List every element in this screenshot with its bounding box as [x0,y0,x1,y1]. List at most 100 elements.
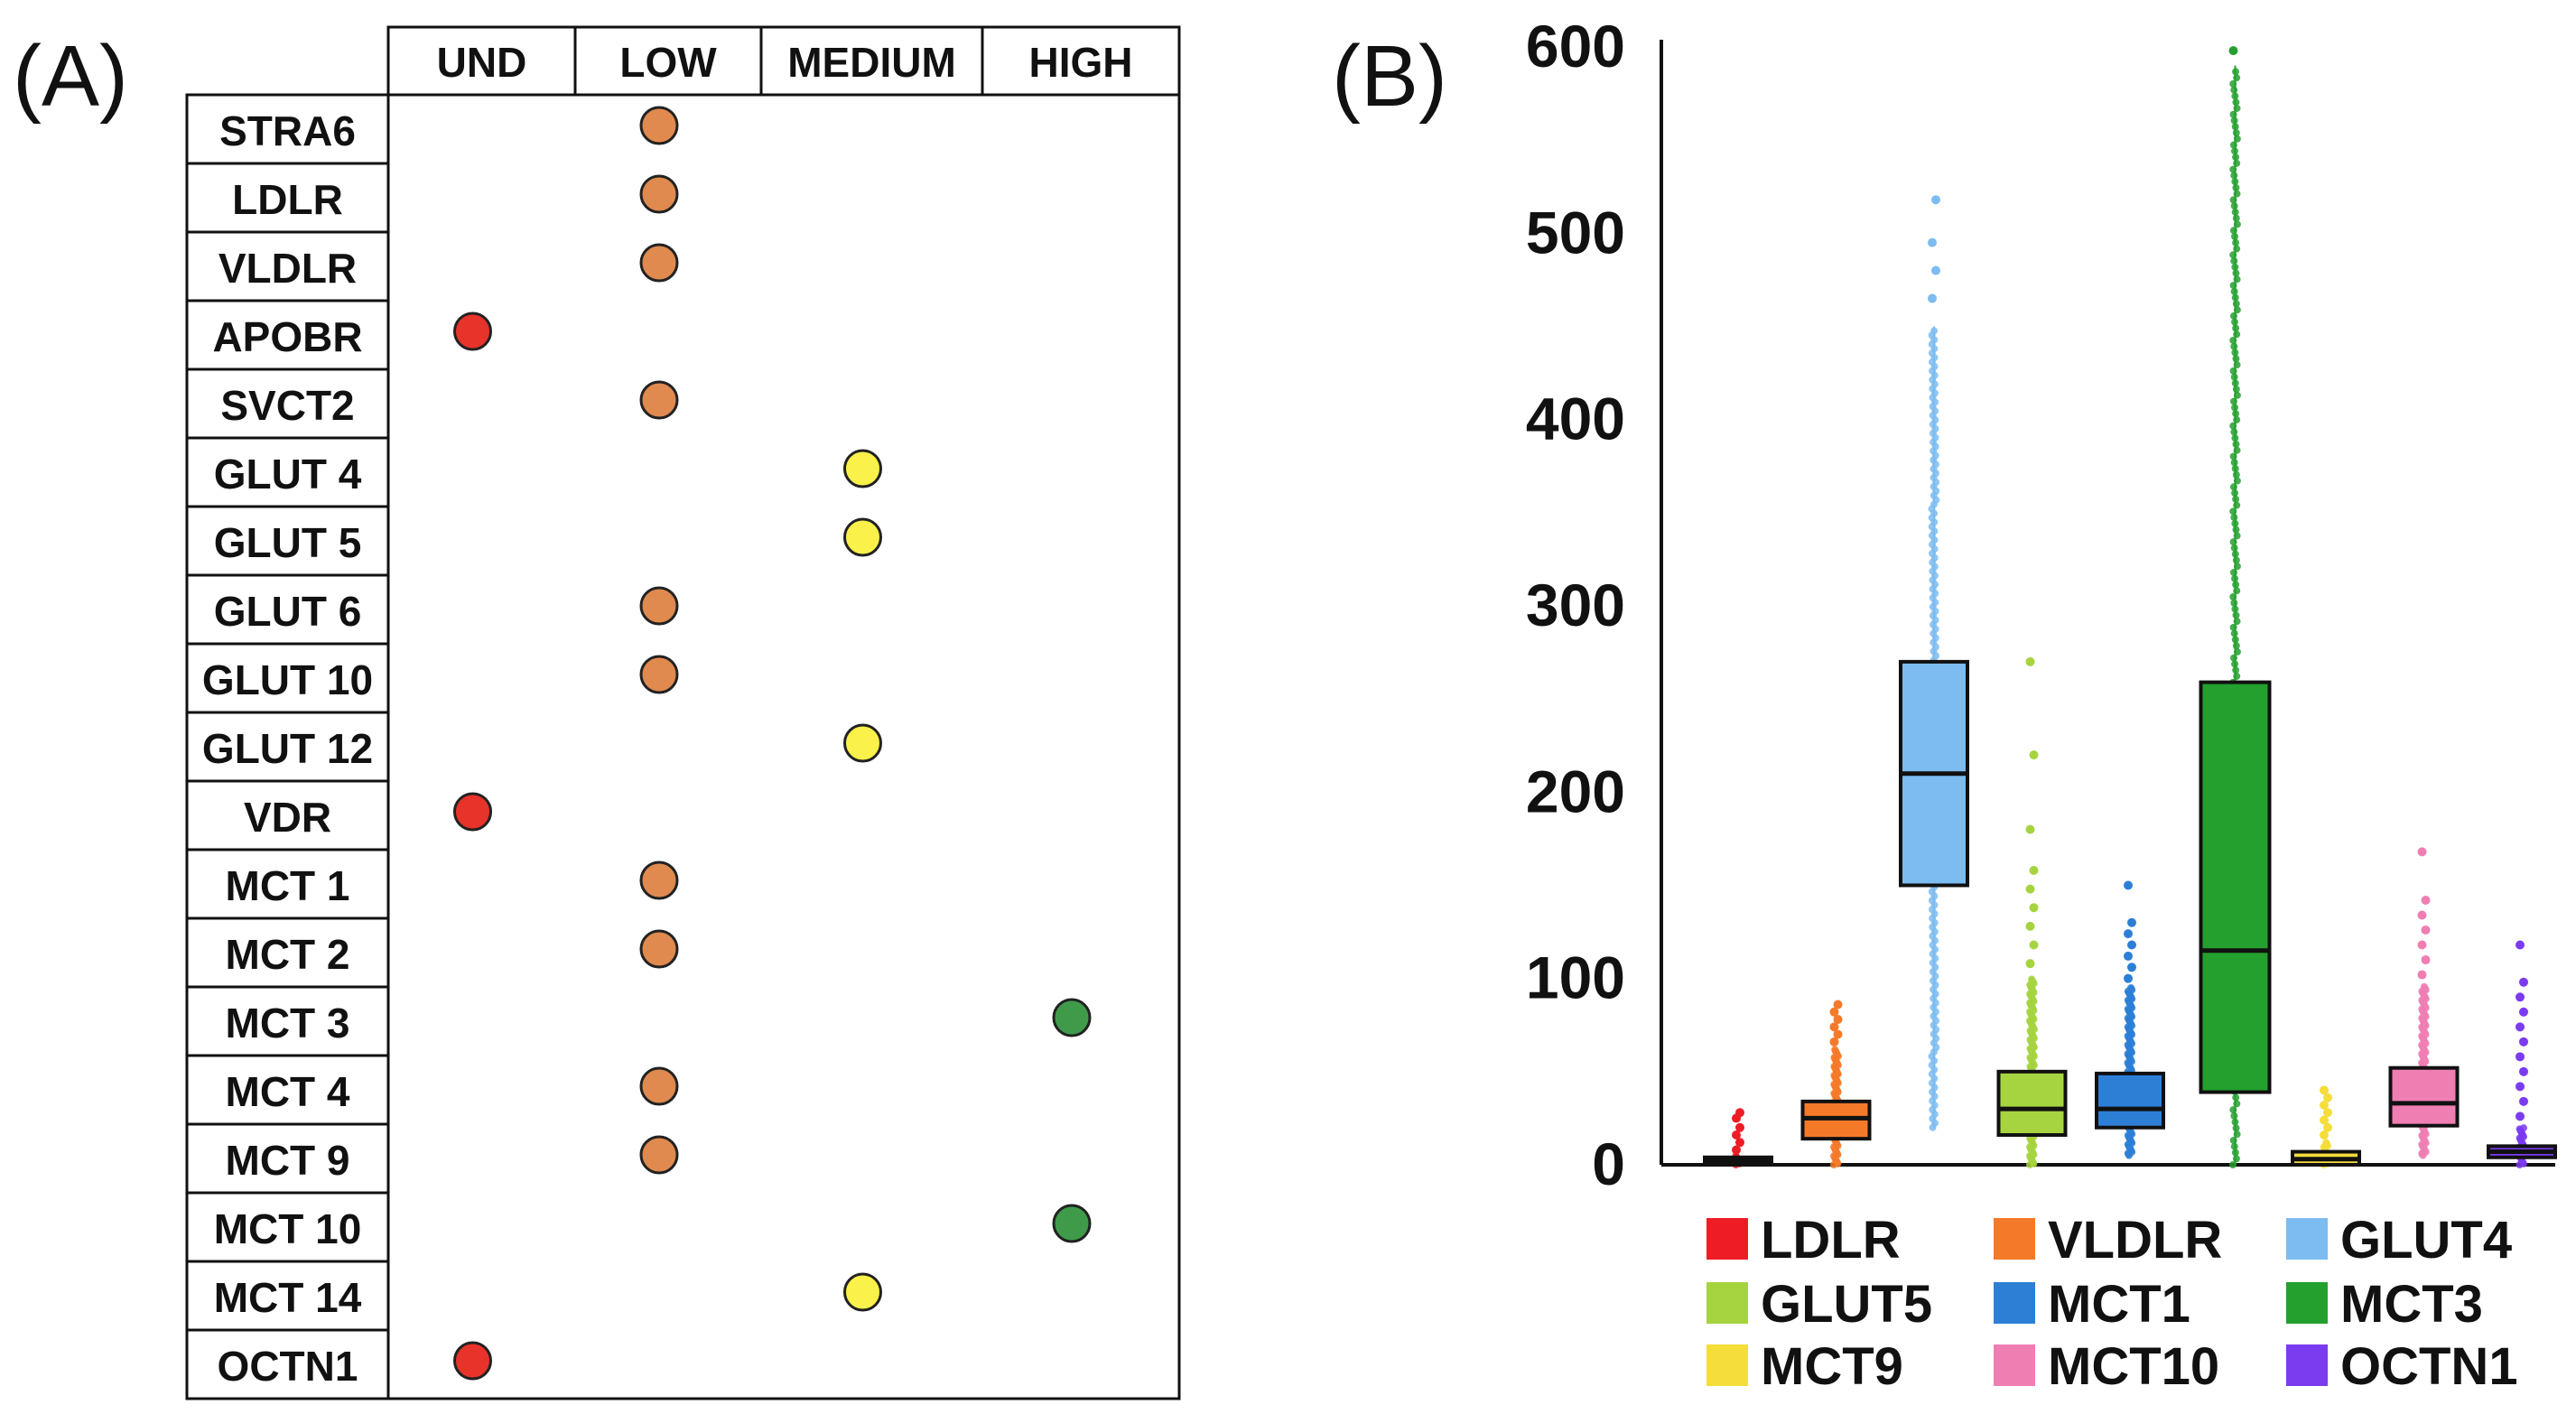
point-mct3 [2229,165,2237,173]
outlier-glut5 [2025,959,2035,969]
point-mct3 [2230,654,2238,662]
outlier-mct1 [2124,880,2133,890]
outlier-mct10 [2421,955,2431,965]
point-mct3 [2232,666,2240,674]
point-mct3 [2229,336,2237,344]
point-mct3 [2233,330,2241,339]
point-mct3 [2231,293,2239,302]
legend-swatch-mct9 [1706,1344,1748,1386]
y-tick-label-200: 200 [1526,758,1625,824]
row-label-mct-14: MCT 14 [214,1274,362,1321]
point-mct3 [2233,1130,2241,1139]
row-label-cell-mct-3 [185,985,390,1057]
outlier-mct1 [2127,940,2136,950]
point-mct3 [2233,275,2241,284]
point-mct3 [2229,452,2237,460]
point-mct3 [2229,110,2237,118]
point-mct3 [2230,116,2238,125]
point-mct3 [2231,379,2239,387]
point-mct3 [2232,526,2240,534]
legend-swatch-mct10 [1994,1344,2035,1386]
row-label-cell-apobr [185,299,390,371]
row-label-cell-mct-14 [185,1260,390,1332]
point-mct3 [2232,1124,2240,1132]
outlier-glut5 [2029,940,2039,950]
point-mct3 [2229,1161,2237,1168]
point-mct3 [2232,410,2240,418]
row-label-cell-glut-10 [185,642,390,714]
table-body-border [386,93,1181,1400]
point-mct3 [2233,477,2241,485]
point-mct3 [2231,123,2239,131]
point-mct3 [2229,623,2237,631]
point-mct3 [2229,141,2237,149]
point-mct3 [2233,104,2241,112]
point-mct3 [2229,568,2237,576]
outlier-mct10 [2421,896,2431,906]
outlier-mct1 [2124,973,2133,983]
outlier-mct1 [2124,951,2133,961]
point-mct3 [2232,642,2240,650]
outlier-vldlr [1829,1022,1839,1032]
outlier-mct1 [2127,917,2136,927]
point-mct3 [2231,1149,2239,1157]
expression-dot-vldlr [639,243,679,283]
row-label-cell-mct-10 [185,1191,390,1263]
row-label-glut-12: GLUT 12 [202,725,373,772]
point-mct3 [2232,153,2240,162]
expression-dot-glut-10 [639,655,679,694]
point-mct3 [2233,190,2241,198]
outlier-octn1 [2519,1066,2528,1076]
point-mct3 [2232,238,2240,247]
point-mct3 [2229,422,2237,430]
point-mct3 [2232,269,2240,277]
boxplot-legend: LDLR VLDLR GLUT4 GLUT5 MCT1 MCT3 MCT9 MCT10 OCTN… [1706,1211,2518,1396]
points-octn1 [2516,1124,2528,1168]
point-mct3 [2229,227,2237,235]
column-header-high: HIGH [1029,39,1133,86]
point-mct3 [2230,287,2238,295]
expression-dot-mct-10 [1052,1204,1092,1243]
row-label-cell-glut-4 [185,436,390,508]
point-mct3 [2233,532,2241,540]
point-mct3 [2233,220,2241,228]
point-mct3 [2230,1112,2238,1120]
legend-swatch-glut4 [2286,1218,2328,1260]
point-mct3 [2231,574,2239,582]
y-tick-label-100: 100 [1526,944,1625,1011]
y-tick-label-400: 400 [1526,386,1625,452]
point-mct3 [2230,514,2238,522]
point-mct3 [2229,593,2237,601]
outlier-ldlr [1735,1138,1744,1148]
point-mct3 [2232,324,2240,332]
outlier-octn1 [2519,1007,2528,1017]
point-mct3 [2233,361,2241,369]
outlier-octn1 [2516,1112,2525,1121]
outlier-mct9 [2320,1130,2329,1140]
point-mct3 [2230,257,2238,265]
box-mct1 [2095,1071,2165,1130]
point-mct3 [2233,501,2241,509]
point-mct3 [2230,172,2238,180]
y-tick-label-300: 300 [1526,572,1625,638]
row-label-mct-10: MCT 10 [214,1205,362,1252]
point-mct3 [2231,550,2239,558]
point-mct3 [2232,183,2240,191]
point-mct3 [2233,446,2241,454]
point-octn1 [2520,1124,2528,1132]
outlier-mct1 [2124,929,2133,939]
row-label-cell-octn1 [185,1328,390,1400]
outlier-glut5 [2025,824,2035,834]
point-mct3 [2231,263,2239,271]
point-mct3 [2231,519,2239,527]
point-mct3 [2229,196,2237,204]
expression-dot-mct-4 [639,1066,679,1106]
box-glut5 [1996,1069,2068,1137]
point-mct3 [2232,129,2240,137]
points-mct1 [2124,983,2136,1159]
legend-label-mct1: MCT1 [2048,1275,2190,1334]
outlier-glut4 [1931,265,1940,275]
point-mct3 [2232,470,2240,479]
point-mct3 [2231,465,2239,473]
legend-swatch-octn1 [2286,1344,2328,1386]
